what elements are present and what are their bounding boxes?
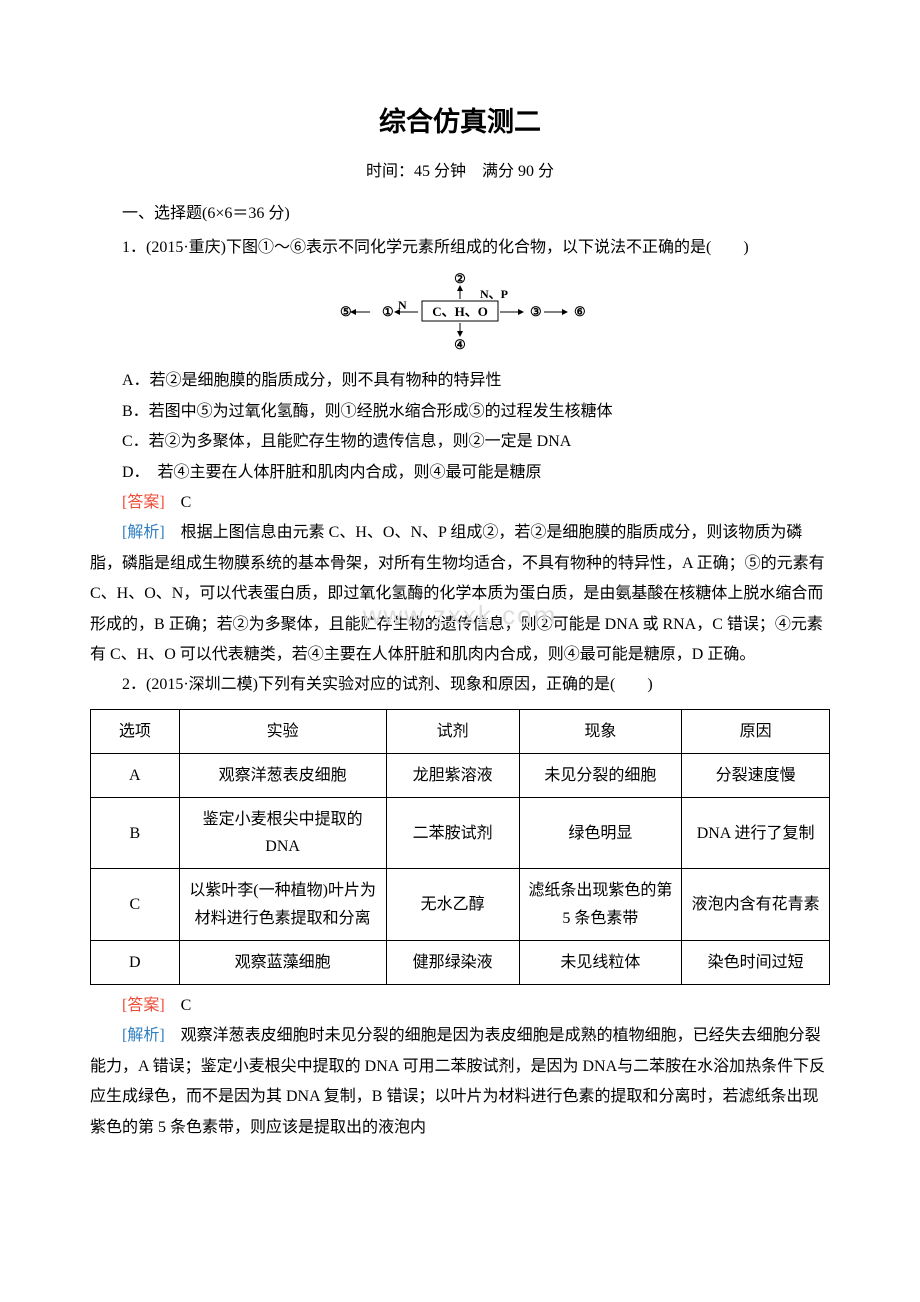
q1-option-d: D． 若④主要在人体肝脏和肌肉内合成，则④最可能是糖原 xyxy=(90,458,830,488)
table-cell: 龙胆紫溶液 xyxy=(386,753,519,797)
q1-option-a: A．若②是细胞膜的脂质成分，则不具有物种的特异性 xyxy=(90,366,830,396)
table-cell: D xyxy=(91,940,180,984)
q2-table: 选项 实验 试剂 现象 原因 A 观察洋葱表皮细胞 龙胆紫溶液 未见分裂的细胞 … xyxy=(90,709,830,985)
answer-value: C xyxy=(165,997,192,1014)
table-header-row: 选项 实验 试剂 现象 原因 xyxy=(91,709,830,753)
page-subtitle: 时间：45 分钟 满分 90 分 xyxy=(90,157,830,181)
q2-stem: 2．(2015·深圳二模)下列有关实验对应的试剂、现象和原因，正确的是( ) xyxy=(90,670,830,700)
table-cell: DNA 进行了复制 xyxy=(682,798,830,869)
table-cell: 未见分裂的细胞 xyxy=(519,753,682,797)
table-header: 实验 xyxy=(179,709,386,753)
table-cell: 无水乙醇 xyxy=(386,869,519,940)
table-cell: 绿色明显 xyxy=(519,798,682,869)
answer-value: C xyxy=(165,494,192,511)
diagram-node-1: ① xyxy=(382,304,394,319)
table-row: D 观察蓝藻细胞 健那绿染液 未见线粒体 染色时间过短 xyxy=(91,940,830,984)
table-cell: 染色时间过短 xyxy=(682,940,830,984)
diagram-node-3: ③ xyxy=(530,304,542,319)
q1-diagram: ② N、P ⑤ ① N C、H、O ③ ⑥ ④ xyxy=(90,271,830,356)
table-cell: C xyxy=(91,869,180,940)
table-row: A 观察洋葱表皮细胞 龙胆紫溶液 未见分裂的细胞 分裂速度慢 xyxy=(91,753,830,797)
table-header: 选项 xyxy=(91,709,180,753)
analysis-label: [解析] xyxy=(122,1027,165,1044)
table-cell: 二苯胺试剂 xyxy=(386,798,519,869)
q1-answer: [答案] C xyxy=(90,488,830,518)
q2-analysis: [解析] 观察洋葱表皮细胞时未见分裂的细胞是因为表皮细胞是成熟的植物细胞，已经失… xyxy=(90,1021,830,1143)
table-cell: 未见线粒体 xyxy=(519,940,682,984)
section-heading: 一、选择题(6×6＝36 分) xyxy=(90,199,830,223)
q1-analysis: [解析] 根据上图信息由元素 C、H、O、N、P 组成②，若②是细胞膜的脂质成分… xyxy=(90,518,830,670)
table-row: B 鉴定小麦根尖中提取的 DNA 二苯胺试剂 绿色明显 DNA 进行了复制 xyxy=(91,798,830,869)
table-header: 试剂 xyxy=(386,709,519,753)
diagram-node-2: ② xyxy=(454,271,466,286)
answer-label: [答案] xyxy=(122,494,165,511)
table-cell: B xyxy=(91,798,180,869)
table-cell: 观察洋葱表皮细胞 xyxy=(179,753,386,797)
diagram-node-5: ⑤ xyxy=(340,304,352,319)
table-cell: 滤纸条出现紫色的第 5 条色素带 xyxy=(519,869,682,940)
q1-stem: 1．(2015·重庆)下图①～⑥表示不同化学元素所组成的化合物，以下说法不正确的… xyxy=(90,233,830,263)
page: www.zxxk.com 综合仿真测二 时间：45 分钟 满分 90 分 一、选… xyxy=(0,0,920,1203)
table-cell: 以紫叶李(一种植物)叶片为材料进行色素提取和分离 xyxy=(179,869,386,940)
table-header: 原因 xyxy=(682,709,830,753)
table-cell: 分裂速度慢 xyxy=(682,753,830,797)
q1-option-c: C．若②为多聚体，且能贮存生物的遗传信息，则②一定是 DNA xyxy=(90,427,830,457)
analysis-text: 观察洋葱表皮细胞时未见分裂的细胞是因为表皮细胞是成熟的植物细胞，已经失去细胞分裂… xyxy=(90,1027,825,1135)
table-cell: 健那绿染液 xyxy=(386,940,519,984)
diagram-node-4: ④ xyxy=(454,337,466,351)
table-cell: 鉴定小麦根尖中提取的 DNA xyxy=(179,798,386,869)
table-cell: A xyxy=(91,753,180,797)
table-cell: 液泡内含有花青素 xyxy=(682,869,830,940)
q2-answer: [答案] C xyxy=(90,991,830,1021)
table-row: C 以紫叶李(一种植物)叶片为材料进行色素提取和分离 无水乙醇 滤纸条出现紫色的… xyxy=(91,869,830,940)
analysis-text: 根据上图信息由元素 C、H、O、N、P 组成②，若②是细胞膜的脂质成分，则该物质… xyxy=(90,524,825,663)
table-cell: 观察蓝藻细胞 xyxy=(179,940,386,984)
page-title: 综合仿真测二 xyxy=(90,100,830,139)
analysis-label: [解析] xyxy=(122,524,165,541)
diagram-box-label: C、H、O xyxy=(432,304,488,319)
diagram-node-6: ⑥ xyxy=(574,304,586,319)
diagram-np-label: N、P xyxy=(480,287,508,301)
q1-option-b: B．若图中⑤为过氧化氢酶，则①经脱水缩合形成⑤的过程发生核糖体 xyxy=(90,397,830,427)
answer-label: [答案] xyxy=(122,997,165,1014)
table-header: 现象 xyxy=(519,709,682,753)
